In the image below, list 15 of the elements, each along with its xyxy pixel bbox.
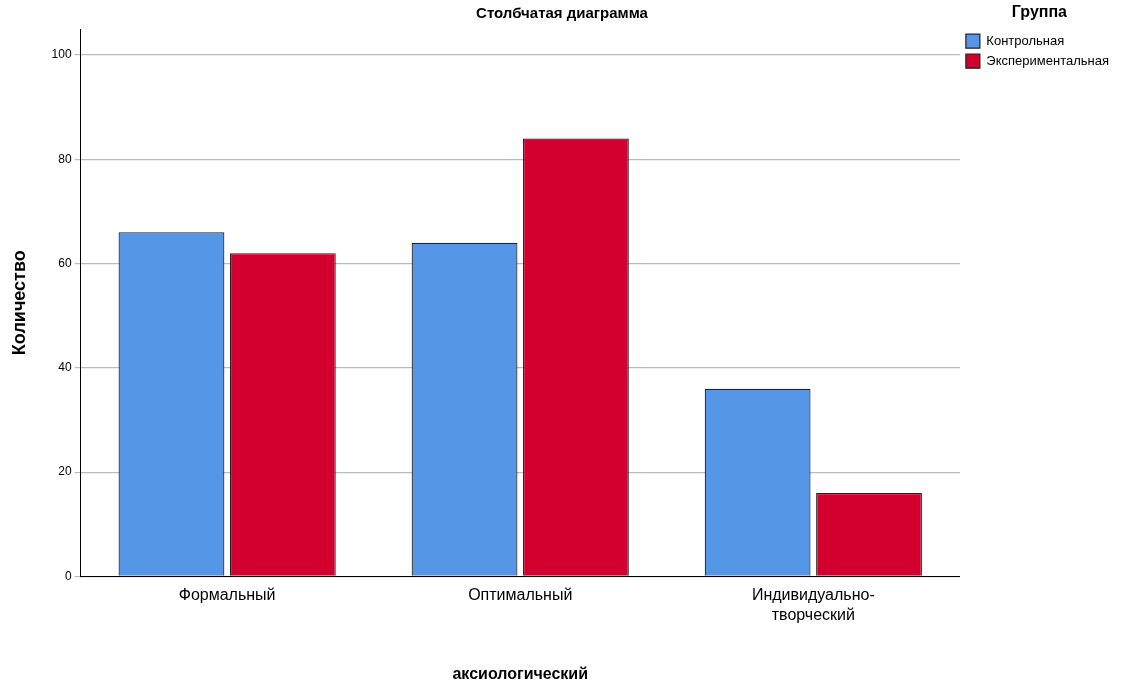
x-tick-label: Индивидуально-творческий bbox=[751, 586, 875, 623]
y-tick-label: 0 bbox=[64, 568, 72, 583]
legend-label: Контрольная bbox=[986, 32, 1065, 48]
x-axis-title: аксиологический bbox=[452, 664, 589, 682]
y-axis-title: Количество bbox=[8, 250, 29, 356]
chart-title: Столбчатая диаграмма bbox=[476, 4, 649, 22]
y-tick-label: 80 bbox=[58, 151, 72, 166]
x-tick-label: Оптимальный bbox=[468, 586, 573, 604]
y-tick-label: 60 bbox=[58, 255, 72, 270]
y-tick-label: 40 bbox=[58, 360, 72, 375]
legend-label: Экспериментальная bbox=[986, 52, 1110, 68]
y-tick-label: 100 bbox=[51, 47, 72, 62]
y-tick-label: 20 bbox=[58, 464, 72, 479]
legend-title: Группа bbox=[1011, 3, 1068, 21]
x-tick-label: Формальный bbox=[178, 586, 276, 604]
